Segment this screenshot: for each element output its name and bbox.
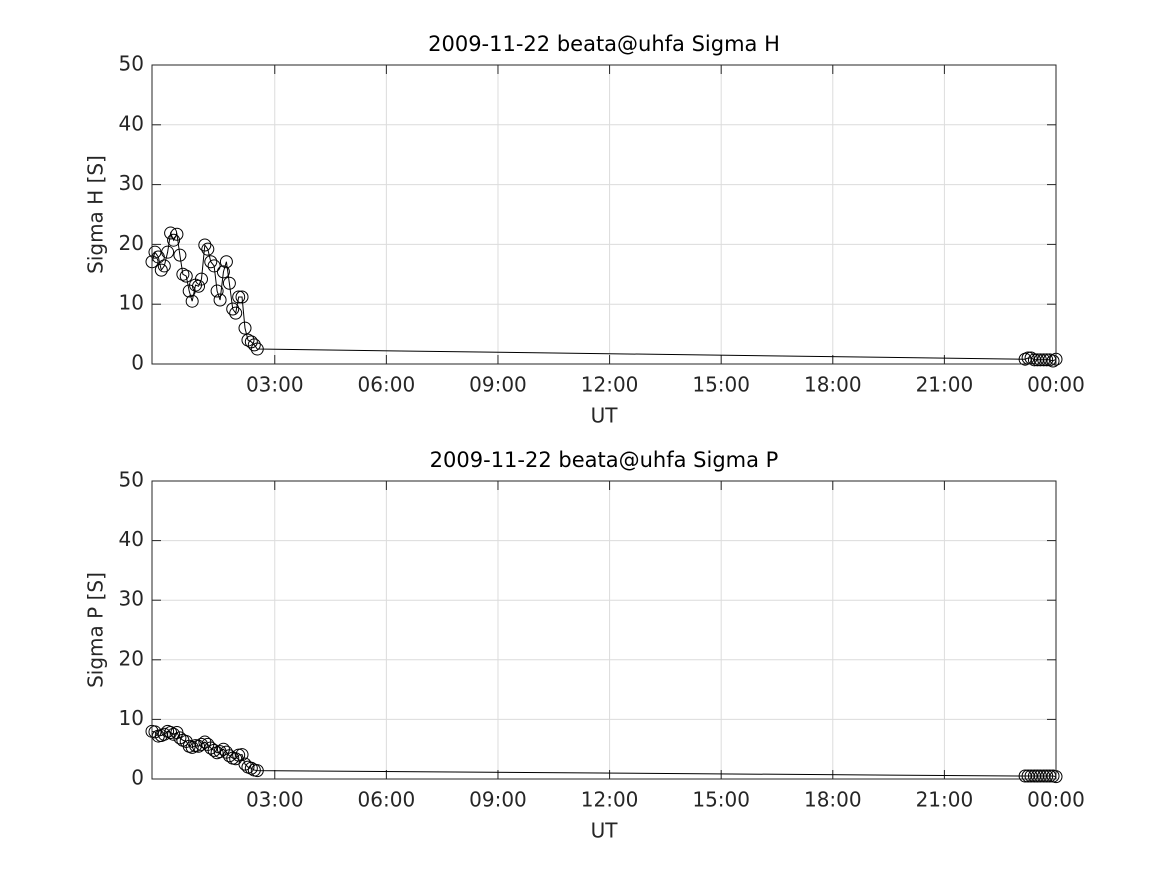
y-tick-label: 50: [119, 52, 144, 76]
data-marker: [244, 761, 258, 775]
x-axis-label: UT: [591, 404, 619, 428]
x-tick-label: 18:00: [804, 373, 862, 397]
x-tick-label: 03:00: [246, 373, 304, 397]
data-marker: [173, 248, 187, 262]
data-marker: [207, 259, 221, 273]
data-marker: [219, 255, 233, 269]
data-marker: [222, 276, 236, 290]
y-tick-label: 30: [119, 587, 144, 611]
data-marker: [229, 306, 243, 320]
data-marker: [192, 279, 206, 293]
y-axis-label: Sigma P [S]: [84, 572, 108, 688]
plot-area: [152, 65, 1056, 364]
x-tick-label: 06:00: [358, 373, 416, 397]
y-tick-label: 0: [131, 351, 144, 375]
y-tick-label: 20: [119, 231, 144, 255]
data-marker: [192, 739, 206, 753]
y-tick-label: 0: [131, 766, 144, 790]
x-tick-label: 21:00: [916, 788, 974, 812]
plot-area: [152, 481, 1056, 779]
data-marker: [157, 259, 171, 273]
x-tick-label: 09:00: [469, 788, 527, 812]
y-axis-label: Sigma H [S]: [84, 155, 108, 274]
data-marker: [226, 302, 240, 316]
y-tick-label: 40: [119, 111, 144, 135]
data-marker: [235, 290, 249, 304]
data-marker: [1024, 769, 1038, 783]
data-marker: [148, 725, 162, 739]
data-marker: [185, 740, 199, 754]
x-tick-label: 12:00: [581, 788, 639, 812]
data-marker: [157, 727, 171, 741]
data-marker: [222, 749, 236, 763]
data-marker: [1033, 353, 1047, 367]
data-marker: [213, 745, 227, 759]
y-tick-label: 50: [119, 468, 144, 492]
y-tick-label: 10: [119, 706, 144, 730]
data-marker: [216, 265, 230, 279]
data-marker: [213, 293, 227, 307]
data-marker: [185, 294, 199, 308]
chart-title: 2009-11-22 beata@uhfa Sigma P: [430, 448, 779, 472]
data-marker: [250, 764, 264, 778]
chart-title: 2009-11-22 beata@uhfa Sigma H: [428, 32, 780, 56]
y-tick-label: 40: [119, 527, 144, 551]
x-tick-label: 15:00: [692, 788, 750, 812]
data-marker: [173, 731, 187, 745]
data-marker: [176, 267, 190, 281]
y-tick-label: 10: [119, 291, 144, 315]
data-marker: [235, 748, 249, 762]
data-marker: [164, 226, 178, 240]
data-marker: [167, 727, 181, 741]
data-marker: [204, 255, 218, 269]
data-marker: [1040, 769, 1054, 783]
data-marker: [238, 757, 252, 771]
axes: 0 10 20 30 40 50 03:00 06:00 09:00 12:00 15:00 18:0…: [84, 32, 1085, 428]
data-marker: [179, 269, 193, 283]
data-marker: [154, 263, 168, 277]
data-marker: [201, 242, 215, 256]
axes: 0 10 20 30 40 50 03:00 06:00 09:00 12:00 15:00 18:0…: [84, 448, 1085, 843]
x-tick-label: 06:00: [358, 788, 416, 812]
x-tick-label: 18:00: [804, 788, 862, 812]
data-marker: [1033, 769, 1047, 783]
data-marker: [1040, 353, 1054, 367]
data-marker: [210, 284, 224, 298]
data-marker: [207, 743, 221, 757]
x-tick-label: 09:00: [469, 373, 527, 397]
data-marker: [247, 338, 261, 352]
data-marker: [1046, 354, 1060, 368]
x-axis-label: UT: [591, 819, 619, 843]
data-marker: [194, 737, 208, 751]
axes-frame: [151, 480, 1057, 780]
x-tick-label: 00:00: [1027, 373, 1085, 397]
x-tick-label: 00:00: [1027, 788, 1085, 812]
data-marker: [148, 245, 162, 259]
x-tick-label: 21:00: [916, 373, 974, 397]
data-marker: [238, 321, 252, 335]
data-marker: [198, 238, 212, 252]
x-tick-label: 03:00: [246, 788, 304, 812]
x-tick-label: 12:00: [581, 373, 639, 397]
data-marker: [232, 290, 246, 304]
data-marker: [194, 272, 208, 286]
data-marker: [170, 227, 184, 241]
y-tick-label: 30: [119, 171, 144, 195]
y-tick-label: 20: [119, 646, 144, 670]
x-tick-label: 15:00: [692, 373, 750, 397]
data-marker: [161, 245, 175, 259]
axes-frame: [151, 64, 1057, 365]
data-marker: [250, 342, 264, 356]
data-marker: [167, 233, 181, 247]
